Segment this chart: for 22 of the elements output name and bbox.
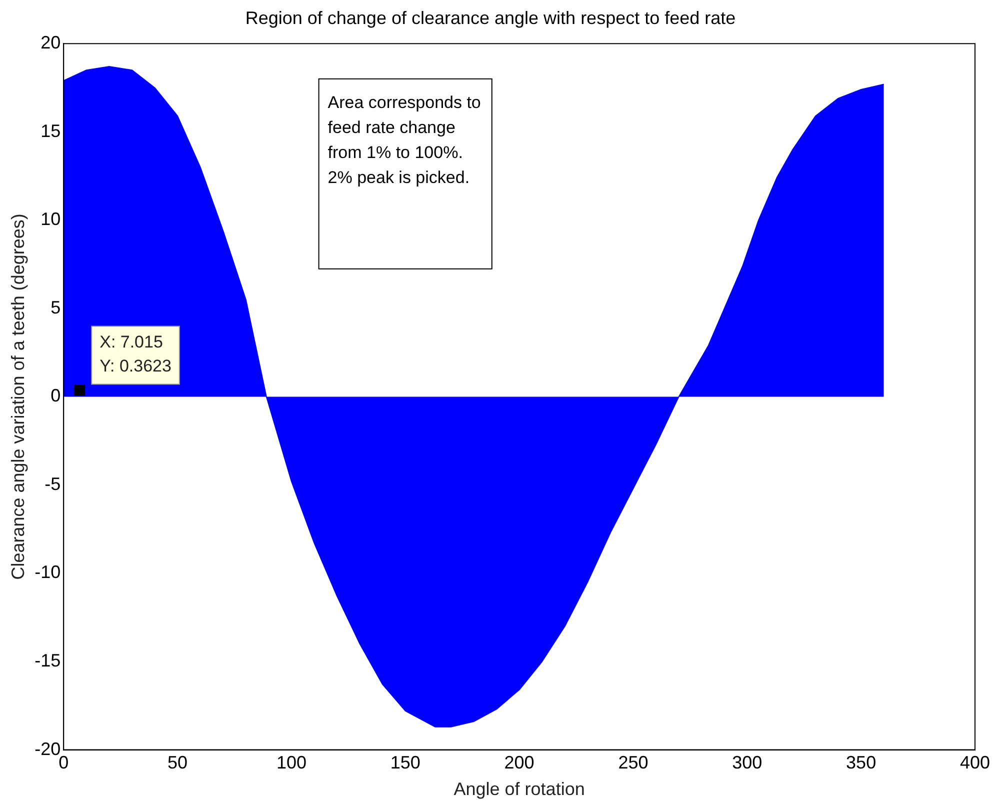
y-tick-label: 0 bbox=[50, 386, 61, 406]
y-tick-label: 15 bbox=[40, 120, 61, 141]
x-axis-title: Angle of rotation bbox=[454, 779, 585, 800]
annotation: Area corresponds to feed rate change from 1% to 100%. 2% peak is picked. bbox=[328, 93, 481, 188]
y-tick-label: -5 bbox=[44, 474, 61, 494]
y-tick-label: -15 bbox=[34, 650, 61, 670]
chart-title: Region of change of clearance angle with respect to feed rate bbox=[245, 8, 736, 28]
x-tick-label: 350 bbox=[846, 752, 876, 773]
x-tick-label: 200 bbox=[504, 752, 534, 773]
y-tick-label: 10 bbox=[40, 209, 61, 230]
x-tick-label: 250 bbox=[618, 752, 648, 773]
y-tick-label: -20 bbox=[34, 738, 61, 759]
y-axis-title: Clearance angle variation of a teeth (degrees) bbox=[8, 214, 28, 580]
x-tick-label: 50 bbox=[168, 752, 188, 773]
y-tick-label: 5 bbox=[50, 297, 61, 318]
x-tick-label: 300 bbox=[732, 752, 762, 773]
x-tick-label: 400 bbox=[960, 752, 990, 773]
x-tick-label: 150 bbox=[390, 752, 420, 773]
y-tick-label: 20 bbox=[40, 32, 61, 53]
x-tick-label: 100 bbox=[276, 752, 306, 773]
annotation: X: 7.015 Y: 0.3623 bbox=[100, 332, 172, 376]
y-tick-label: -10 bbox=[34, 562, 61, 582]
